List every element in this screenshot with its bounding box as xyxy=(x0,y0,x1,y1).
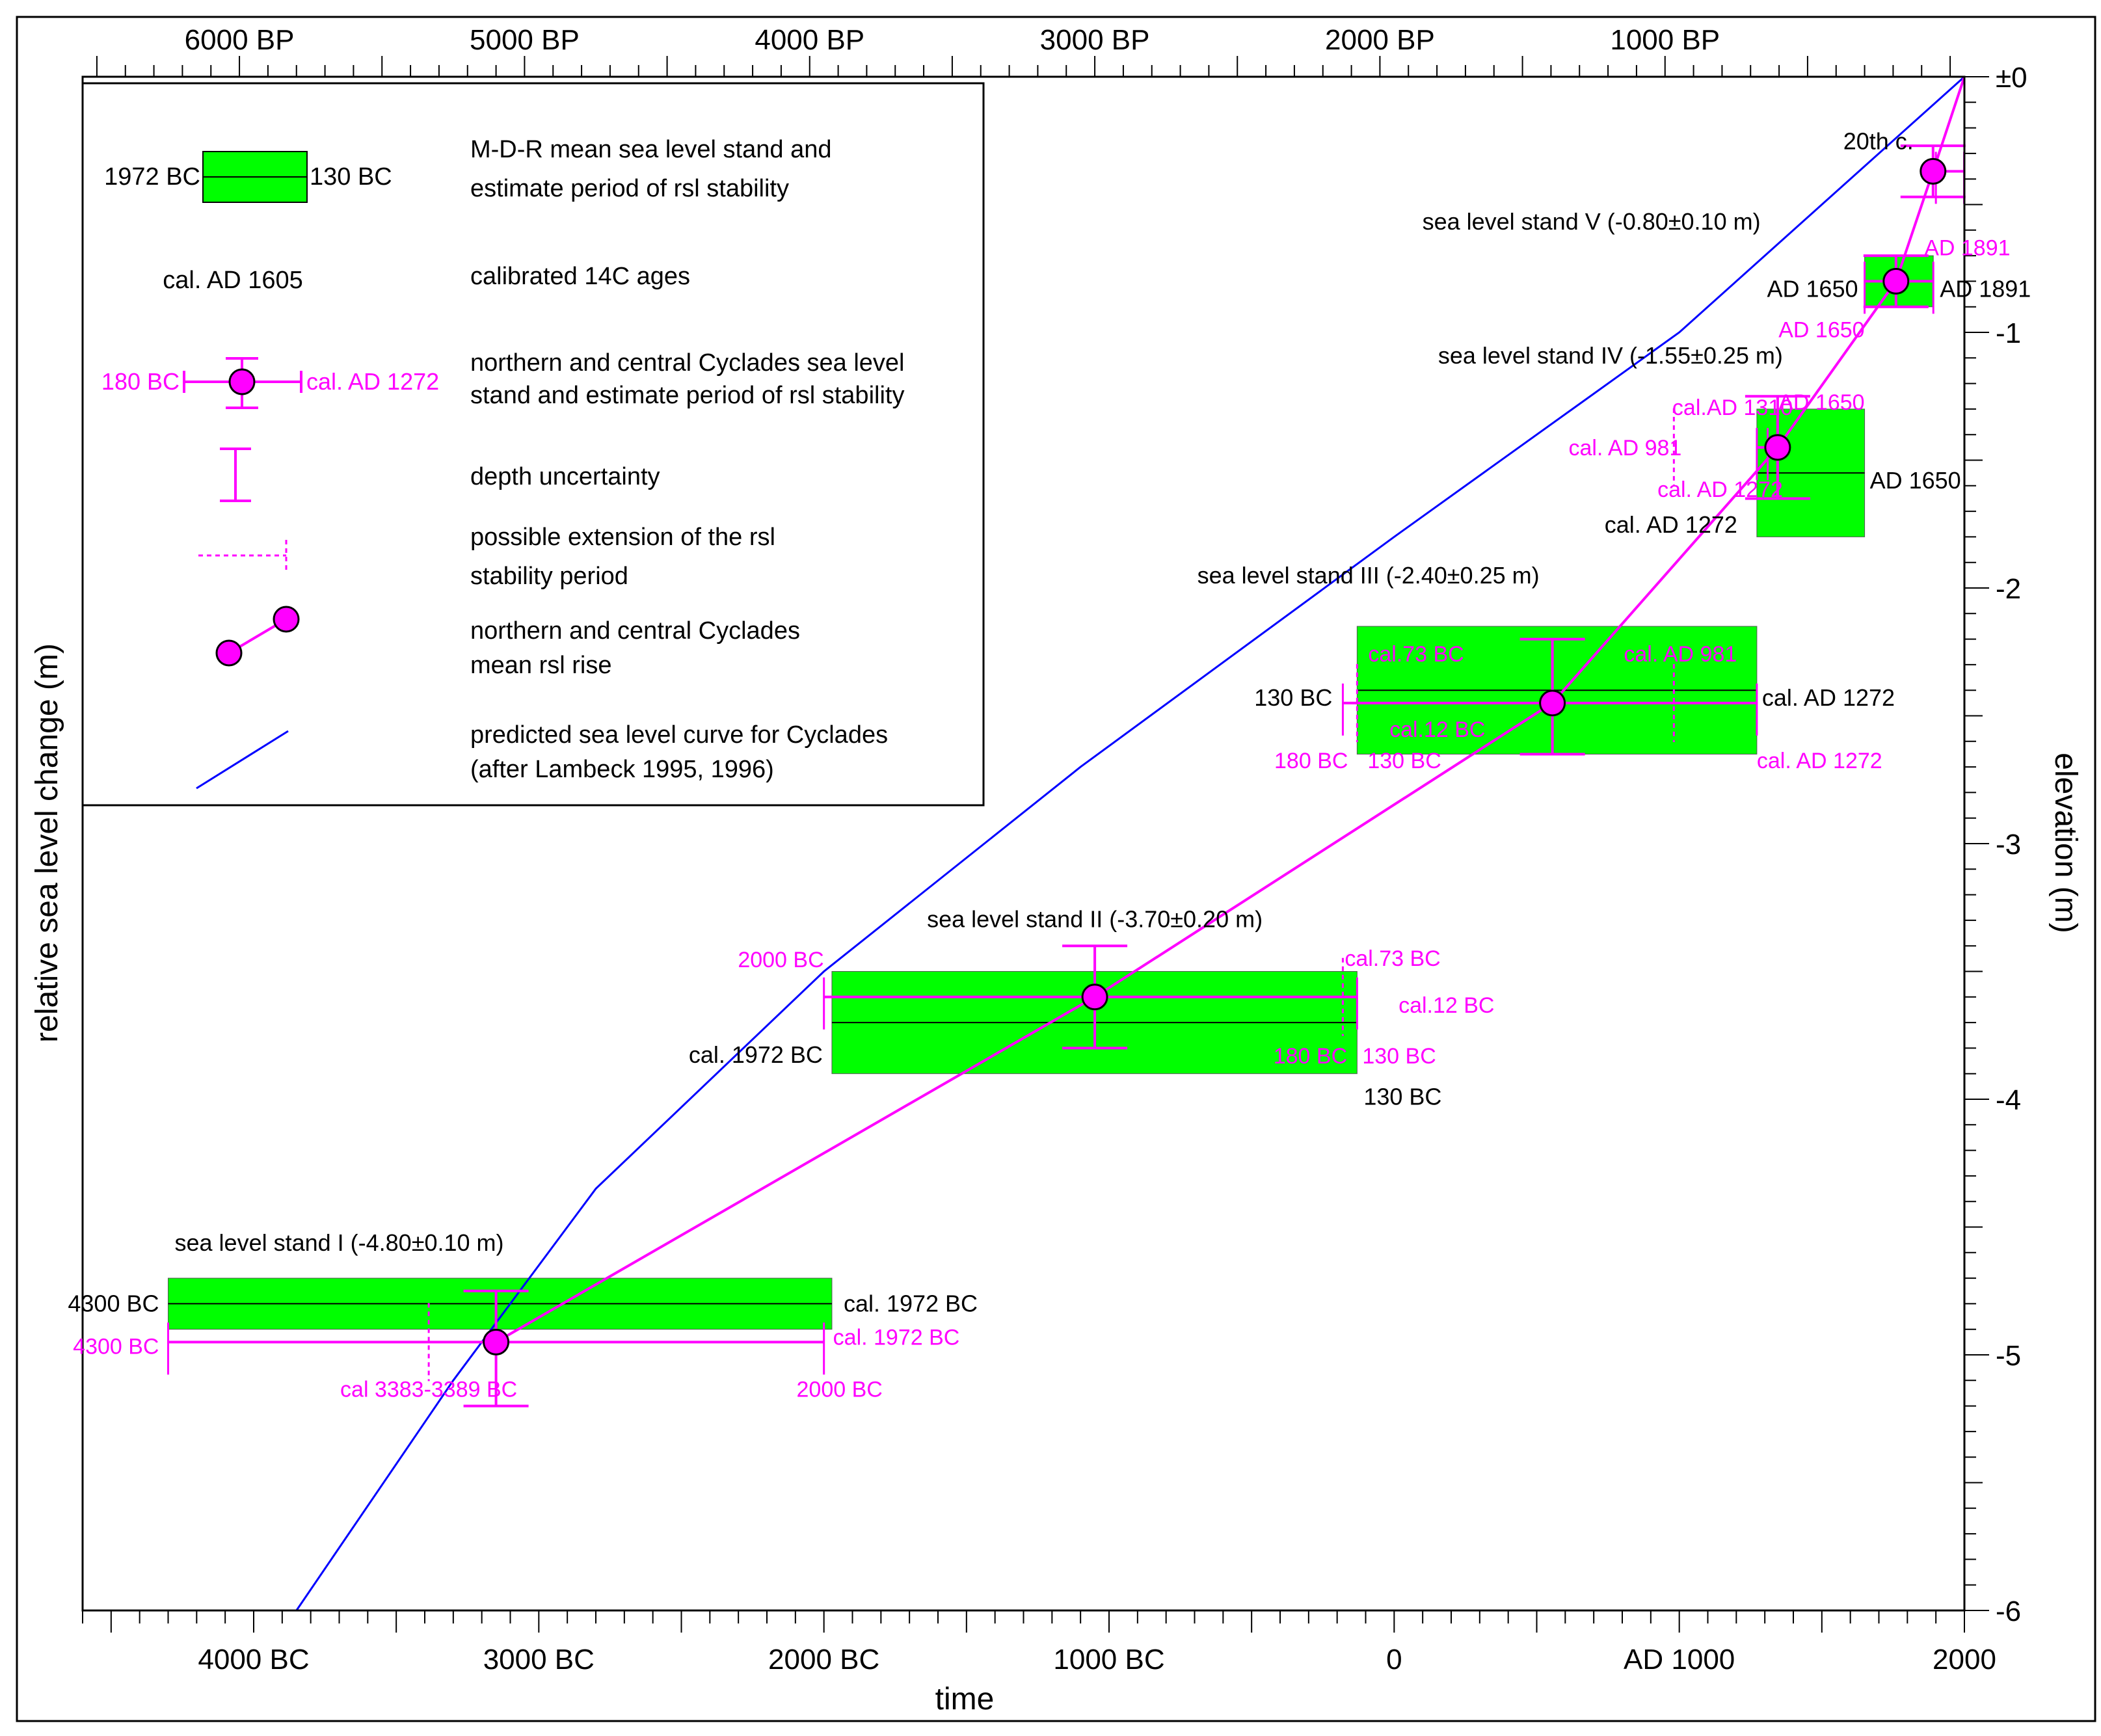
annotation-label: cal. AD 1272 xyxy=(1605,511,1737,538)
y-tick-label: -2 xyxy=(1996,573,2021,605)
stand-label: sea level stand III (-2.40±0.25 m) xyxy=(1198,562,1540,589)
legend-stand-right: 130 BC xyxy=(310,163,392,191)
legend-cyclades-right: cal. AD 1272 xyxy=(306,368,439,395)
top-tick-label: 5000 BP xyxy=(470,24,580,56)
legend-stand-left: 1972 BC xyxy=(104,163,200,191)
legend-cal-text: calibrated 14C ages xyxy=(470,263,690,290)
annotation-label: 130 BC xyxy=(1367,749,1441,773)
stand-label: sea level stand IV (-1.55±0.25 m) xyxy=(1438,342,1783,369)
x-tick-label: AD 1000 xyxy=(1624,1644,1735,1676)
x-tick-label: 3000 BC xyxy=(483,1644,595,1676)
legend-extension-text-1: possible extension of the rsl xyxy=(470,524,775,551)
annotation-label: cal.AD 1310 xyxy=(1672,395,1793,420)
stand-label: sea level stand I (-4.80±0.10 m) xyxy=(175,1229,504,1256)
annotation-label: 20th c. xyxy=(1843,127,1914,154)
sea-level-point xyxy=(1764,434,1791,461)
legend-cyclades-point xyxy=(228,368,256,395)
annotation-label: AD 1650 xyxy=(1767,275,1858,302)
legend-predicted-text-1: predicted sea level curve for Cyclades xyxy=(470,721,888,749)
stand-label: sea level stand V (-0.80±0.10 m) xyxy=(1423,208,1761,235)
legend-predicted-text-2: (after Lambeck 1995, 1996) xyxy=(470,756,774,783)
legend-rise-text-2: mean rsl rise xyxy=(470,652,612,679)
sea-level-point xyxy=(1081,983,1108,1011)
legend-stand-text-2: estimate period of rsl stability xyxy=(470,175,789,202)
sea-level-point xyxy=(1920,157,1947,185)
predicted-curve xyxy=(295,75,1966,1611)
y-axis-title-right: elevation (m) xyxy=(2048,753,2083,933)
y-tick-label: -6 xyxy=(1996,1596,2021,1627)
top-tick-label: 2000 BP xyxy=(1325,24,1435,56)
annotation-label: AD 1891 xyxy=(1940,275,2031,302)
legend-depth-text: depth uncertainty xyxy=(470,463,660,490)
annotation-label: 4300 BC xyxy=(73,1334,159,1359)
x-axis-title: time xyxy=(935,1682,995,1716)
legend-stand-text-1: M-D-R mean sea level stand and xyxy=(470,136,831,163)
annotation-label: cal. AD 1272 xyxy=(1657,477,1783,502)
annotation-label: cal. AD 1272 xyxy=(1762,684,1895,711)
annotation-label: 130 BC xyxy=(1254,684,1332,711)
annotation-label: 130 BC xyxy=(1362,1044,1436,1069)
annotation-label: 130 BC xyxy=(1363,1084,1441,1110)
legend-cyclades-text-1: northern and central Cyclades sea level xyxy=(470,349,905,377)
legend-predicted-line xyxy=(196,730,289,790)
annotation-label: cal.12 BC xyxy=(1398,993,1494,1018)
top-tick-label: 3000 BP xyxy=(1040,24,1150,56)
annotation-label: cal. AD 981 xyxy=(1568,436,1681,461)
y-tick-label: -3 xyxy=(1996,829,2021,861)
legend-rise-point-2 xyxy=(273,606,300,633)
y-tick-label: -5 xyxy=(1996,1340,2021,1372)
annotation-label: cal.12 BC xyxy=(1389,717,1485,742)
y-tick-label: -4 xyxy=(1996,1084,2021,1116)
y-tick-label: -1 xyxy=(1996,317,2021,349)
annotation-label: AD 1650 xyxy=(1778,317,1864,342)
cyclades-group xyxy=(167,76,1966,1408)
x-tick-label: 0 xyxy=(1386,1644,1402,1676)
legend-rise-text-1: northern and central Cyclades xyxy=(470,617,800,645)
annotation-label: 180 BC xyxy=(1274,749,1348,773)
x-tick-label: 4000 BC xyxy=(198,1644,309,1676)
top-tick-label: 6000 BP xyxy=(185,24,295,56)
axes-group: 4000 BC 3000 BC 2000 BC 1000 BC 0 AD 1000 2000… xyxy=(82,24,2027,1676)
annotation-label: AD 1650 xyxy=(1870,467,1961,494)
x-tick-label: 1000 BC xyxy=(1053,1644,1164,1676)
top-tick-label: 1000 BP xyxy=(1610,24,1720,56)
legend-extension-text-2: stability period xyxy=(470,563,628,590)
annotation-label: cal.73 BC xyxy=(1368,642,1464,667)
x-tick-label: 2000 xyxy=(1933,1644,1996,1676)
legend-cyclades-left: 180 BC xyxy=(101,368,180,395)
sea-level-point xyxy=(1539,689,1566,717)
legend-cyclades-text-2: stand and estimate period of rsl stabili… xyxy=(470,382,904,409)
top-tick-label: 4000 BP xyxy=(755,24,864,56)
annotation-label: AD 1891 xyxy=(1924,235,2010,260)
annotation-label: 4300 BC xyxy=(68,1290,159,1316)
annotation-label: cal. 1972 BC xyxy=(833,1325,960,1350)
annotation-label: AD 1650 xyxy=(1778,390,1864,415)
outer-frame xyxy=(16,16,2096,1722)
annotation-label: cal. AD 981 xyxy=(1624,642,1737,667)
annotation-label: 2000 BC xyxy=(738,948,823,972)
annotation-label: cal. AD 1272 xyxy=(1757,749,1882,773)
x-tick-label: 2000 BC xyxy=(768,1644,879,1676)
legend-cal-example: cal. AD 1605 xyxy=(163,267,302,294)
legend-rise-point-1 xyxy=(215,639,243,667)
legend: 1972 BC 130 BC M-D-R mean sea level stan… xyxy=(81,82,985,807)
annotation-label: cal. 1972 BC xyxy=(844,1290,978,1316)
annotation-label: cal 3383-3389 BC xyxy=(340,1377,517,1402)
annotation-label: 180 BC xyxy=(1274,1044,1347,1069)
annotation-label: cal. 1972 BC xyxy=(689,1041,823,1068)
annotation-label: cal.73 BC xyxy=(1345,946,1440,971)
legend-frame xyxy=(81,82,985,807)
annotation-label: 2000 BC xyxy=(797,1377,883,1402)
sea-level-point xyxy=(483,1328,510,1355)
sea-level-point xyxy=(1882,267,1910,295)
y-axis-title: relative sea level change (m) xyxy=(30,643,64,1043)
stand-label: sea level stand II (-3.70±0.20 m) xyxy=(927,906,1263,933)
annotations-group: sea level stand I (-4.80±0.10 m) sea leve… xyxy=(68,127,2031,1402)
predicted-curve-group xyxy=(295,75,1966,1611)
y-tick-label: ±0 xyxy=(1996,62,2027,94)
